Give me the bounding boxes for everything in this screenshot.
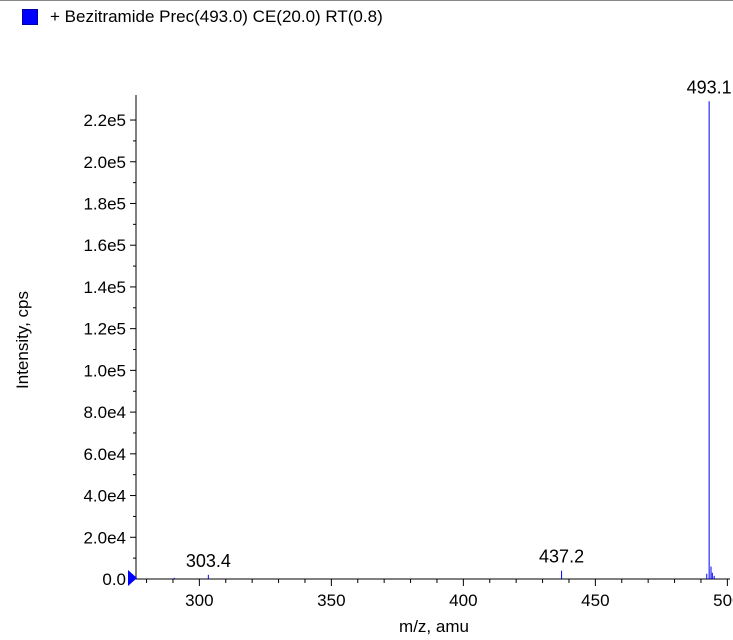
legend-label: + Bezitramide Prec(493.0) CE(20.0) RT(0.… xyxy=(50,7,383,26)
axis-origin-marker[interactable] xyxy=(128,570,137,586)
y-tick-label: 8.0e4 xyxy=(83,403,126,422)
y-tick-label: 2.2e5 xyxy=(83,111,126,130)
spectrum-peaks xyxy=(173,101,715,579)
y-tick-label: 1.0e5 xyxy=(83,361,126,380)
peak-label: 303.4 xyxy=(186,551,231,571)
legend-swatch xyxy=(22,9,38,25)
x-tick-label: 500 xyxy=(713,591,733,610)
peak-label: 437.2 xyxy=(539,547,584,567)
y-tick-label: 4.0e4 xyxy=(83,487,126,506)
y-tick-label: 1.4e5 xyxy=(83,278,126,297)
y-axis-label: Intensity, cps xyxy=(13,291,32,389)
top-divider xyxy=(0,0,733,1)
peak-labels: 303.4 437.2 493.1 xyxy=(186,77,732,571)
legend: + Bezitramide Prec(493.0) CE(20.0) RT(0.… xyxy=(22,6,383,28)
x-tick-label: 400 xyxy=(449,591,477,610)
peak-label: 493.1 xyxy=(687,77,732,97)
y-tick-label: 6.0e4 xyxy=(83,445,126,464)
y-tick-label: 1.8e5 xyxy=(83,194,126,213)
x-axis-label: m/z, amu xyxy=(399,617,469,636)
x-tick-label: 350 xyxy=(317,591,345,610)
y-tick-label: 2.0e4 xyxy=(83,528,126,547)
y-tick-label: 2.0e5 xyxy=(83,153,126,172)
y-tick-label: 1.6e5 xyxy=(83,236,126,255)
y-tick-label: 1.2e5 xyxy=(83,320,126,339)
x-tick-label: 300 xyxy=(185,591,213,610)
y-tick-label: 0.0 xyxy=(102,570,126,589)
x-tick-label: 450 xyxy=(581,591,609,610)
x-axis: 300 350 400 450 500 xyxy=(136,578,733,610)
y-axis: 0.0 2.0e4 4.0e4 6.0e4 8.0e4 1.0e5 1.2e5 1.4e5 1.… xyxy=(83,95,137,589)
